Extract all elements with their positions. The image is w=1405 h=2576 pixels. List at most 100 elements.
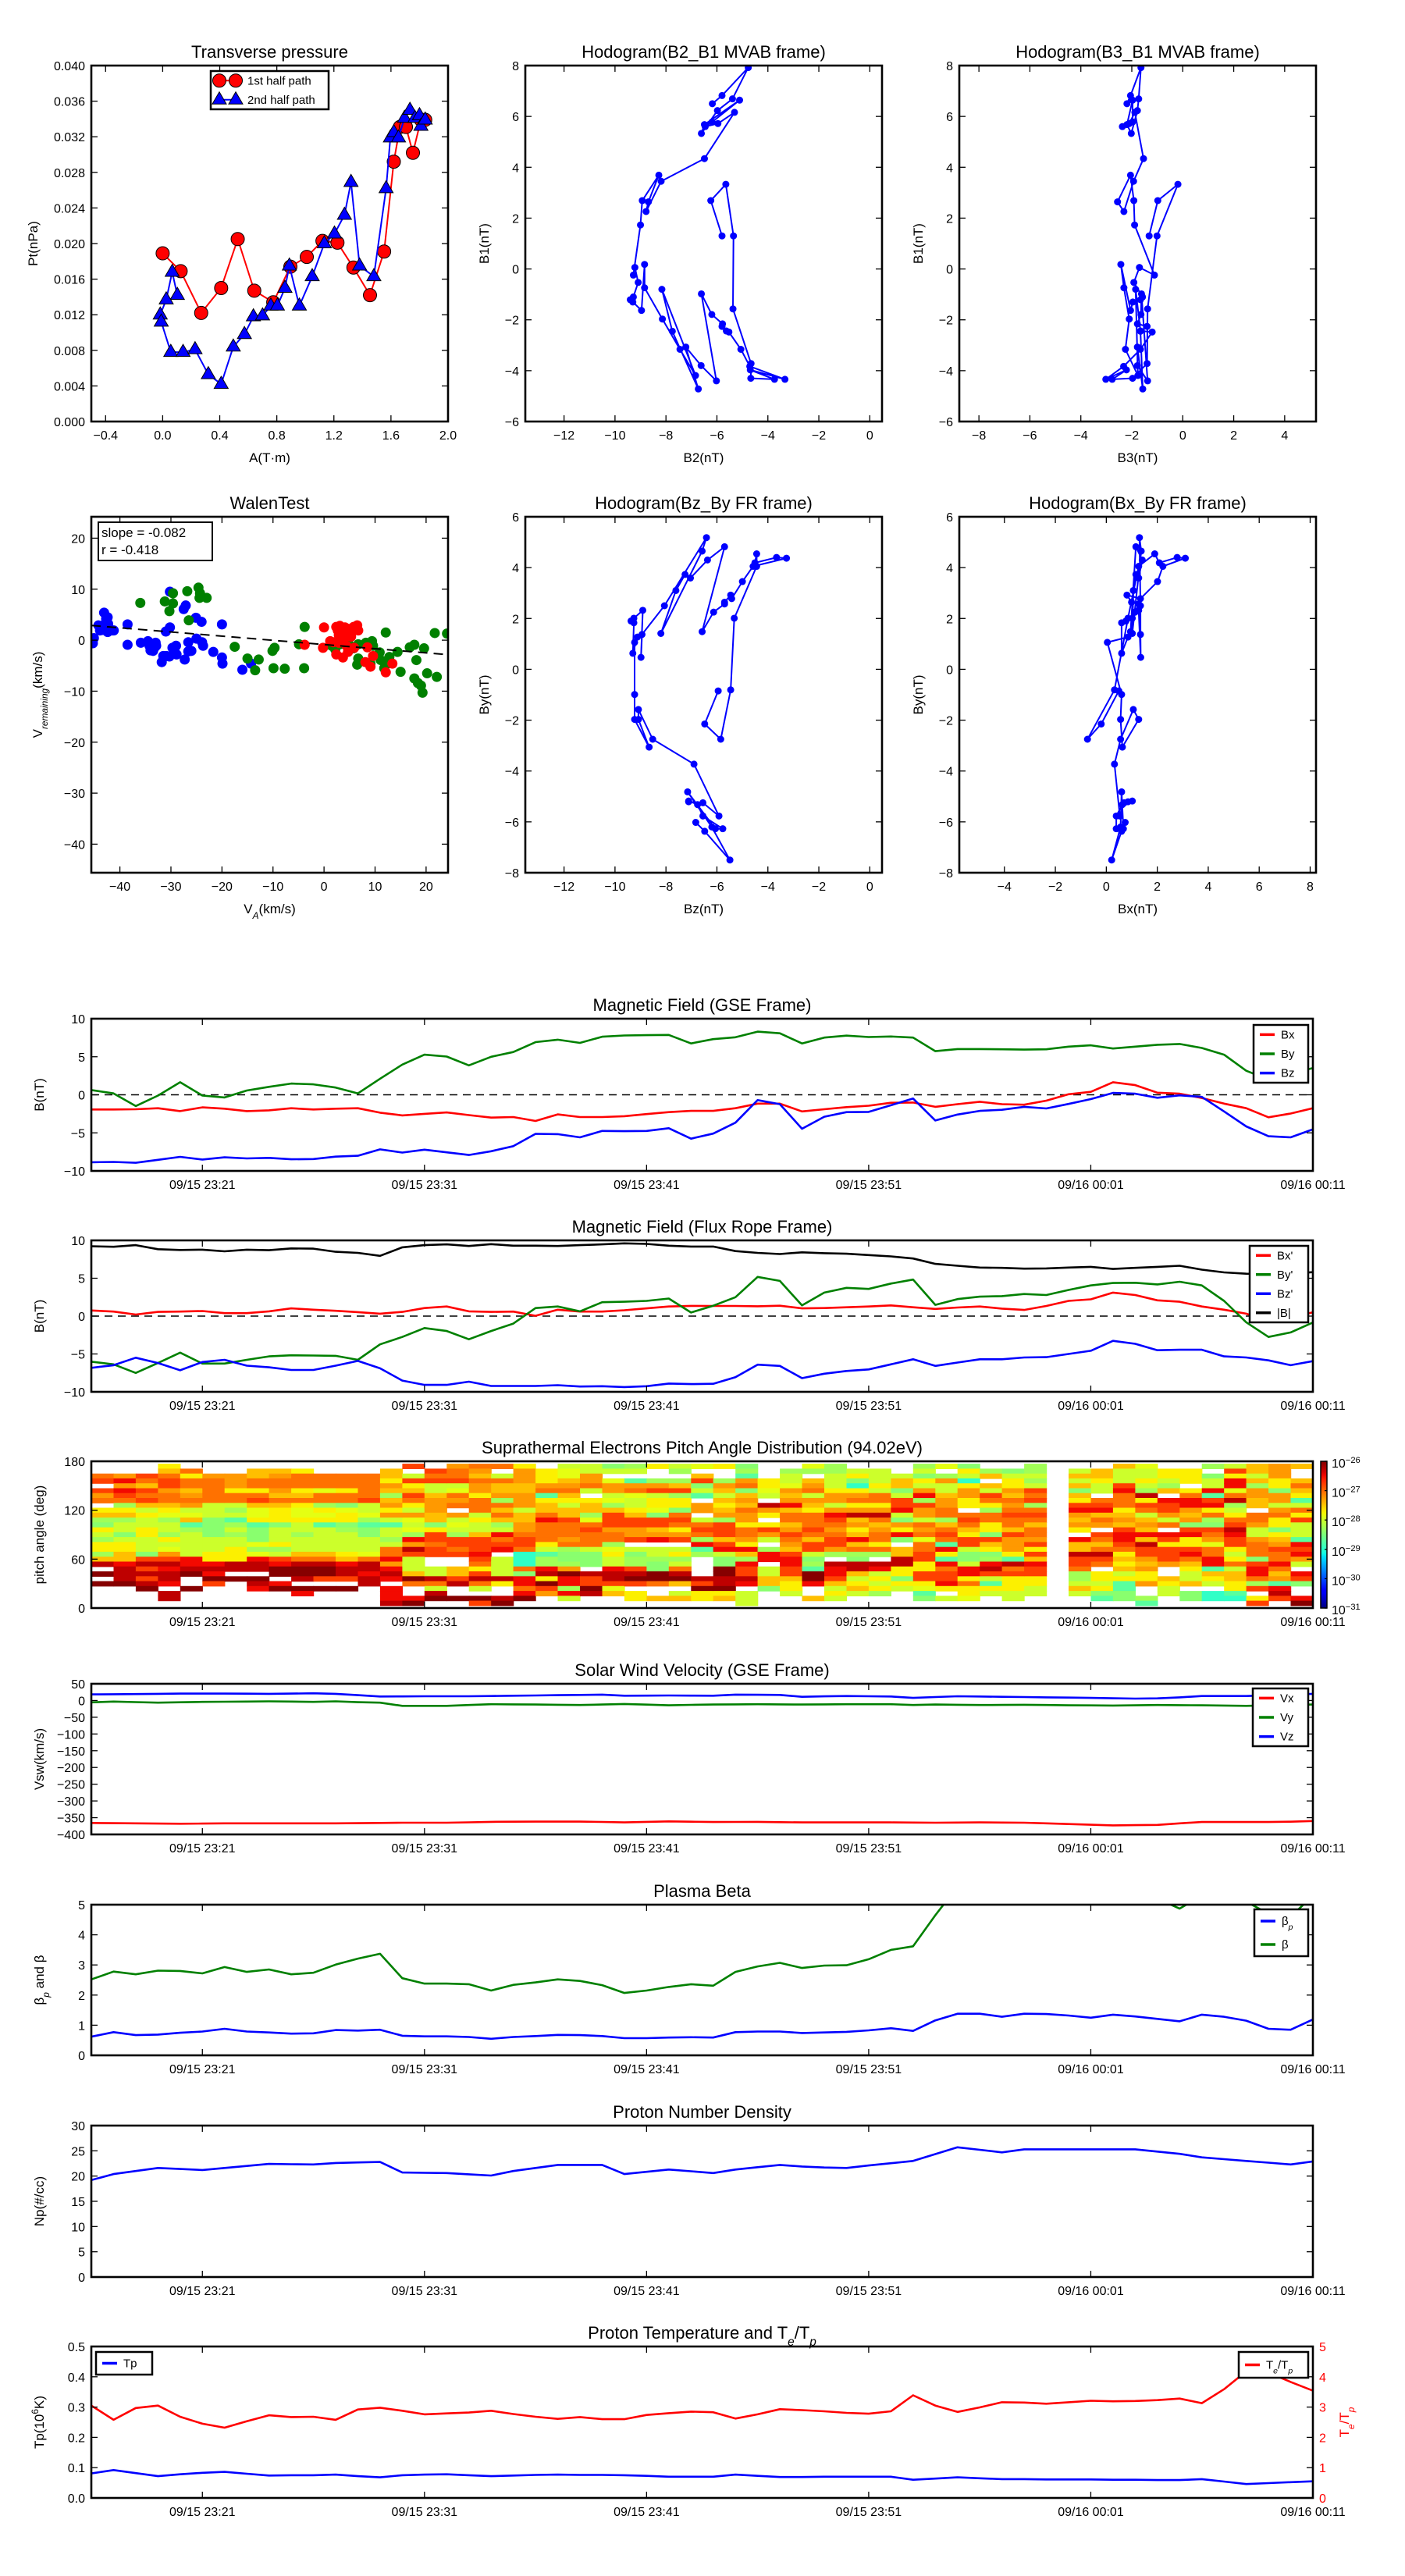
pad-cell bbox=[180, 1478, 203, 1484]
hodogram-b3-b1-series-0-point bbox=[1129, 96, 1136, 104]
hodogram-b2-b1-series-0-point bbox=[729, 305, 737, 313]
pad-cell bbox=[935, 1488, 959, 1494]
pad-cell bbox=[1201, 1483, 1225, 1489]
pad-cell bbox=[513, 1581, 536, 1587]
pad-cell bbox=[957, 1488, 980, 1494]
transverse-pressure-2nd-half-path-point bbox=[316, 235, 333, 248]
hodogram-b3-b1-series-0-point bbox=[1136, 327, 1144, 335]
pad-cell bbox=[602, 1493, 625, 1499]
pad-cell bbox=[912, 1596, 936, 1602]
pad-cell bbox=[957, 1468, 980, 1475]
transverse-pressure-2nd-half-path-point bbox=[390, 129, 407, 143]
b-fr-plot-area bbox=[91, 1242, 1313, 1389]
pad-cell bbox=[824, 1473, 848, 1479]
pad-cell bbox=[135, 1551, 158, 1557]
pad-cell bbox=[379, 1600, 403, 1606]
b-gse-bx-line bbox=[91, 1081, 1313, 1123]
pad-cell bbox=[713, 1522, 736, 1528]
pad-cell bbox=[491, 1512, 514, 1518]
pad-cell bbox=[780, 1542, 803, 1548]
pad-cell bbox=[357, 1473, 381, 1479]
pad-cell bbox=[713, 1596, 736, 1602]
y-tick-label: 60 bbox=[71, 1553, 85, 1567]
pad-cell bbox=[247, 1557, 270, 1563]
pad-cell bbox=[113, 1551, 137, 1557]
hodogram-b2-b1-series-0-point bbox=[642, 208, 650, 215]
hodogram-bx-by-plot-area bbox=[1083, 534, 1190, 864]
y-tick-label: 5 bbox=[78, 1899, 85, 1912]
hodogram-bx-by-series-0-point bbox=[1132, 543, 1140, 550]
hodogram-b3-b1-series-0-point bbox=[1123, 100, 1131, 108]
pad-cell bbox=[535, 1507, 559, 1514]
pad-cell bbox=[224, 1507, 247, 1514]
y-tick-label: −150 bbox=[57, 1745, 85, 1759]
pad-cell bbox=[1024, 1591, 1048, 1596]
pad-cell bbox=[691, 1493, 714, 1499]
y-tick-label: −10 bbox=[64, 685, 85, 699]
x-tick-label: 09/16 00:01 bbox=[1058, 2285, 1124, 2298]
walen-test-series-0-point bbox=[180, 600, 191, 611]
pad-cell bbox=[824, 1464, 848, 1469]
hodogram-bz-by-series-0-point bbox=[701, 720, 709, 728]
pad-cell bbox=[313, 1512, 336, 1518]
pad-cell bbox=[868, 1576, 891, 1582]
pad-cell bbox=[180, 1557, 203, 1563]
pad-cell bbox=[1246, 1503, 1269, 1509]
pad-cell bbox=[1001, 1527, 1025, 1533]
pad-cell bbox=[691, 1551, 714, 1557]
x-tick-label: 09/15 23:41 bbox=[614, 2063, 680, 2076]
pad-cell bbox=[780, 1507, 803, 1514]
hodogram-bz-by-series-0-point bbox=[727, 595, 735, 603]
pad-cell bbox=[1224, 1532, 1247, 1538]
pad-cell bbox=[1135, 1551, 1158, 1557]
pad-cell bbox=[1112, 1483, 1136, 1489]
walen-test-series-2-point bbox=[318, 622, 329, 633]
pad-cell bbox=[757, 1546, 781, 1553]
pad-cell bbox=[1090, 1517, 1114, 1523]
hodogram-bx-by-series-0-point bbox=[1124, 614, 1132, 622]
pad-cell bbox=[535, 1483, 559, 1489]
pad-cell bbox=[379, 1517, 403, 1523]
hodogram-bx-by-series-0-point bbox=[1135, 563, 1143, 571]
pad-cell bbox=[446, 1566, 470, 1572]
pad-cell bbox=[868, 1498, 891, 1503]
pad-cell bbox=[247, 1566, 270, 1572]
pad-cell bbox=[1069, 1581, 1092, 1587]
hodogram-bz-by-series-0-point bbox=[685, 798, 692, 806]
x-tick-label: 09/15 23:21 bbox=[169, 1842, 236, 1856]
pad-cell bbox=[468, 1581, 492, 1587]
walen-test-series-1-point bbox=[183, 615, 194, 626]
pad-cell bbox=[735, 1566, 759, 1572]
pad-cell bbox=[291, 1576, 315, 1582]
pad-cell bbox=[1069, 1542, 1092, 1548]
pad-cell bbox=[468, 1537, 492, 1542]
pad-cell bbox=[113, 1532, 137, 1538]
y-tick-label: −2 bbox=[939, 715, 953, 728]
pad-cell bbox=[269, 1493, 292, 1499]
pad-cell bbox=[1290, 1527, 1313, 1533]
pad-cell bbox=[336, 1561, 359, 1567]
pad-cell bbox=[912, 1542, 936, 1548]
pad-cell bbox=[1290, 1488, 1313, 1494]
pad-cell bbox=[535, 1571, 559, 1577]
y-tick-label: 0 bbox=[78, 2050, 85, 2063]
pad-cell bbox=[1246, 1566, 1269, 1572]
pad-cell bbox=[713, 1571, 736, 1577]
tp-t-e-t-p-line bbox=[91, 2370, 1313, 2429]
hodogram-bx-by-series-0-point bbox=[1126, 628, 1134, 635]
y-axis-label: Pt(nPa) bbox=[26, 221, 41, 266]
hodogram-b2-b1-series-0-point bbox=[718, 232, 726, 240]
pad-cell bbox=[491, 1581, 514, 1587]
pad-cell bbox=[624, 1576, 647, 1582]
hodogram-bz-by-series-0-point bbox=[629, 649, 637, 657]
legend-marker bbox=[212, 91, 227, 105]
pad-cell bbox=[1201, 1591, 1225, 1596]
pad-cell bbox=[980, 1557, 1003, 1563]
pad-cell bbox=[868, 1585, 891, 1592]
pad-cell bbox=[1112, 1591, 1136, 1596]
y-tick-label: 4 bbox=[78, 1930, 85, 1943]
pad-cell bbox=[668, 1478, 692, 1484]
hodogram-bx-by-series-0-point bbox=[1155, 559, 1163, 567]
pad-cell bbox=[513, 1585, 536, 1592]
